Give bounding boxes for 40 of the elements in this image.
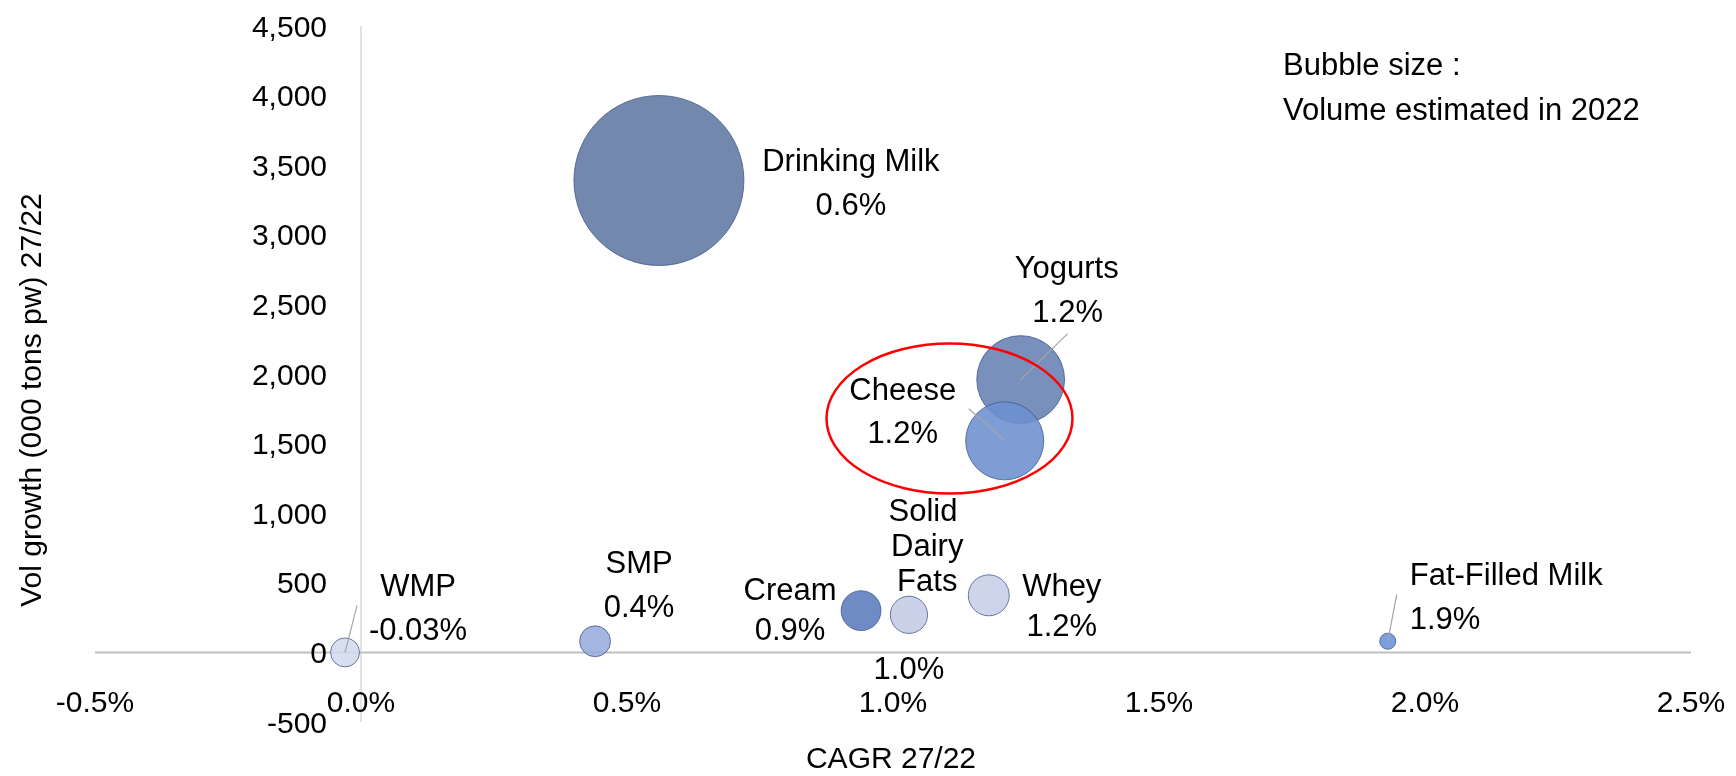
y-tick-label: 500 (276, 566, 327, 600)
annotation: Volume estimated in 2022 (1283, 92, 1640, 127)
series-label: Cream (743, 572, 837, 608)
y-axis-title: Vol growth (000 tons pw) 27/22 (13, 193, 47, 607)
y-tick-label: -500 (266, 705, 327, 739)
series-label: Drinking Milk (762, 143, 941, 179)
x-tick-label: 2.5% (1656, 684, 1726, 718)
series-label: Whey (1022, 568, 1102, 604)
series-label: Yogurts (1014, 250, 1119, 286)
x-tick-label: 0.5% (592, 684, 662, 718)
y-tick-label: 4,000 (251, 79, 327, 113)
series-label: WMP (380, 568, 456, 604)
annotation: 1.2% (1026, 608, 1098, 644)
y-tick-label: 2,000 (251, 357, 327, 391)
y-tick-label: 0 (310, 635, 327, 669)
x-tick-label: 1.5% (1124, 684, 1194, 718)
y-tick-label: 2,500 (251, 287, 327, 321)
x-axis-title: CAGR 27/22 (805, 740, 977, 774)
annotation: -0.03% (368, 612, 468, 648)
annotation: 0.9% (754, 612, 826, 648)
annotation: 1.2% (1032, 294, 1104, 330)
series-label: Fat-Filled Milk (1409, 557, 1604, 593)
x-tick-label: 1.0% (858, 684, 928, 718)
y-tick-label: 3,500 (251, 148, 327, 182)
annotation: 1.2% (867, 414, 939, 450)
series-label: Cheese (849, 371, 957, 407)
x-tick-label: 0.0% (326, 684, 396, 718)
x-tick-label: 2.0% (1390, 684, 1460, 718)
y-tick-label: 4,500 (251, 9, 327, 43)
y-tick-label: 3,000 (251, 218, 327, 252)
annotation: 0.4% (603, 589, 675, 625)
series-label: Solid Dairy Fats (882, 492, 964, 598)
annotation: 1.9% (1409, 601, 1481, 637)
annotation: 1.0% (873, 650, 945, 686)
x-tick-label: -0.5% (55, 684, 135, 718)
annotation: Bubble size : (1283, 47, 1461, 82)
series-label: SMP (605, 545, 673, 581)
y-tick-label: 1,500 (251, 427, 327, 461)
annotation: 0.6% (815, 187, 887, 223)
y-tick-label: 1,000 (251, 496, 327, 530)
